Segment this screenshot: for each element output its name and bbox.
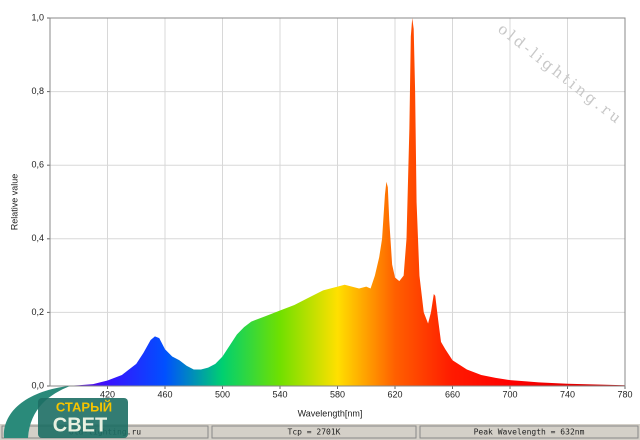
x-tick-label: 780 — [617, 389, 632, 399]
x-tick-label: 660 — [445, 389, 460, 399]
x-tick-label: 740 — [560, 389, 575, 399]
status-bar — [0, 424, 640, 440]
y-tick-label: 0,2 — [31, 307, 44, 317]
y-tick-label: 0,8 — [31, 86, 44, 96]
x-tick-label: 580 — [330, 389, 345, 399]
status-text: Tcp = 2701K — [288, 428, 341, 437]
status-field — [419, 425, 639, 439]
spectrum-area — [50, 18, 625, 386]
x-tick-label: 500 — [215, 389, 230, 399]
status-field — [211, 425, 417, 439]
logo: СТАРЫЙ СВЕТ — [3, 386, 128, 438]
y-tick-label: 0,6 — [31, 160, 44, 170]
y-axis-label: Relative value — [9, 174, 19, 231]
y-tick-label: 0,4 — [31, 233, 44, 243]
logo-text: СТАРЫЙ — [56, 399, 112, 414]
x-tick-label: 540 — [272, 389, 287, 399]
x-tick-label: 420 — [100, 389, 115, 399]
logo-box — [38, 398, 128, 438]
plot-border — [49, 17, 626, 387]
status-text: Peak Wavelength = 632nm — [474, 428, 585, 437]
x-tick-label: 620 — [387, 389, 402, 399]
logo-swoosh — [3, 386, 71, 438]
y-tick-label: 1,0 — [31, 12, 44, 22]
logo-text: СВЕТ — [53, 414, 107, 436]
x-tick-label: 700 — [502, 389, 517, 399]
x-tick-label: 460 — [157, 389, 172, 399]
plot-area: 0,0 0,2 0,4 0,6 0,8 1,0 420 460 500 540 580 620 660 7… — [31, 12, 632, 399]
y-tick-label: 0,0 — [31, 380, 44, 390]
x-axis-label: Wavelength[nm] — [298, 408, 363, 418]
